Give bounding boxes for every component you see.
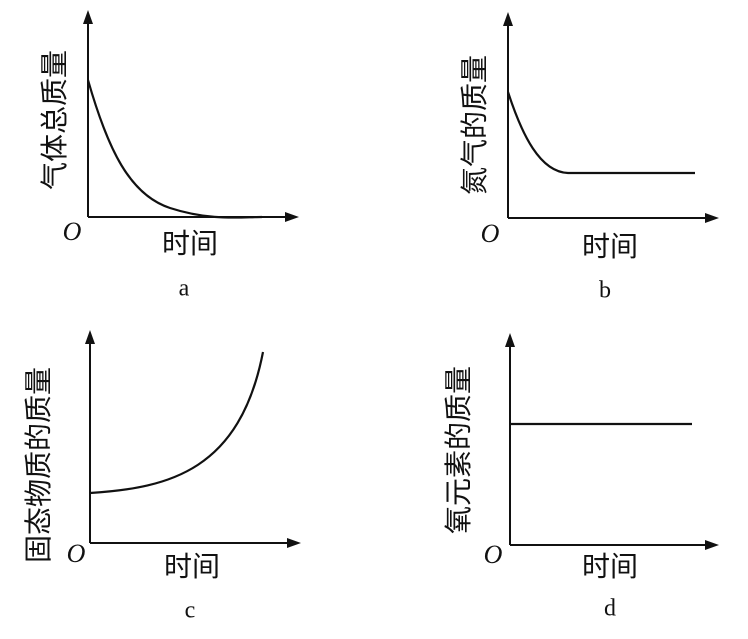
origin: O bbox=[484, 540, 503, 569]
axes bbox=[509, 341, 712, 546]
caption: d bbox=[604, 596, 616, 622]
panel-a: 气体总质量 O 时间 a bbox=[38, 10, 299, 302]
curve bbox=[86, 79, 263, 219]
curve bbox=[506, 91, 695, 175]
origin: O bbox=[481, 219, 500, 248]
y-label: 氮气的质量 bbox=[458, 55, 491, 195]
y-label: 氧元素的质量 bbox=[442, 366, 475, 534]
y-label: 固态物质的质量 bbox=[22, 367, 55, 563]
axes bbox=[89, 338, 294, 544]
y-label: 气体总质量 bbox=[38, 50, 71, 190]
x-label: 时间 bbox=[164, 550, 220, 583]
x-label: 时间 bbox=[582, 230, 638, 263]
panel-b: 氮气的质量 O 时间 b bbox=[458, 12, 719, 304]
caption: b bbox=[599, 278, 611, 304]
x-label: 时间 bbox=[582, 550, 638, 583]
origin: O bbox=[67, 539, 86, 568]
curve bbox=[89, 351, 265, 495]
x-label: 时间 bbox=[162, 227, 218, 260]
panel-d: 氧元素的质量 O 时间 d bbox=[442, 333, 719, 622]
panel-c: 固态物质的质量 O 时间 c bbox=[22, 330, 301, 624]
axes bbox=[507, 20, 712, 219]
caption: c bbox=[185, 598, 196, 624]
caption: a bbox=[179, 276, 190, 302]
origin: O bbox=[63, 217, 82, 246]
